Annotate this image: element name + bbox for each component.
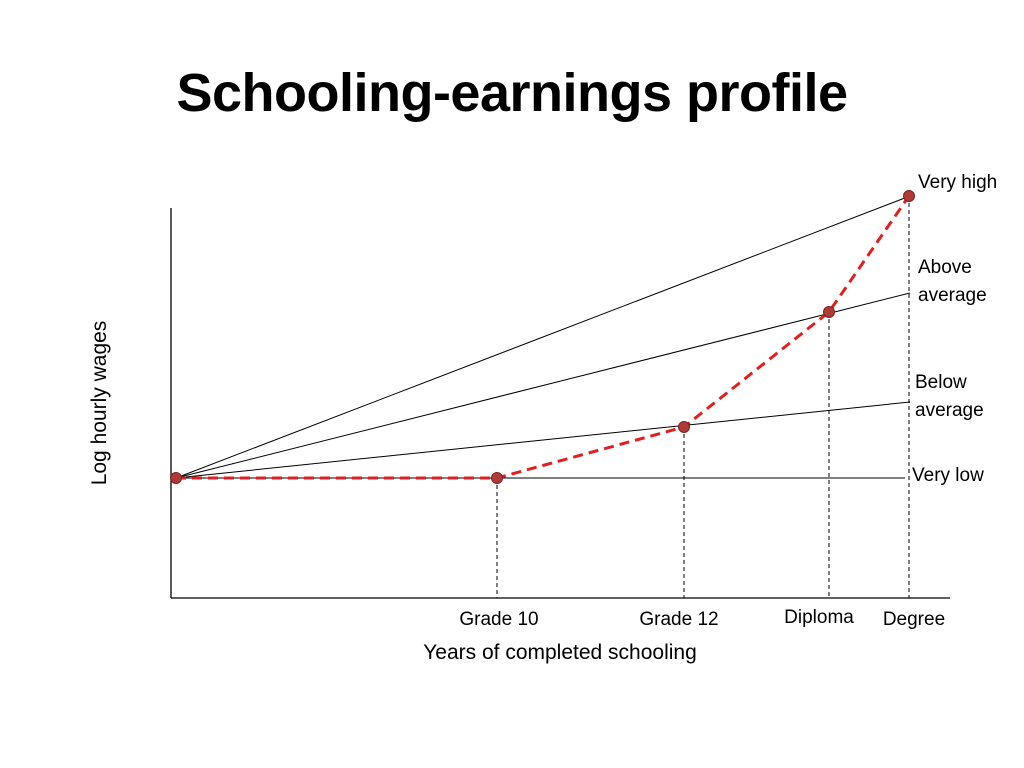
x-axis-title: Years of completed schooling (423, 641, 697, 664)
marker-grade-10 (491, 472, 503, 484)
marker-degree (903, 190, 915, 202)
marker-diploma (823, 306, 835, 318)
x-label-grade-10: Grade 10 (459, 609, 538, 630)
very-high-line (175, 195, 911, 479)
marker-grade-12 (678, 421, 690, 433)
y-axis-title: Log hourly wages (88, 321, 111, 486)
very-low-label: Very low (912, 465, 984, 486)
below-average-label-line-1: Below (915, 372, 967, 393)
below-average-line (175, 401, 911, 479)
below-average-label-line-2: average (915, 400, 984, 421)
above-average-label-line-1: Above (918, 257, 972, 278)
above-average-label-line-2: average (918, 285, 987, 306)
x-label-diploma: Diploma (784, 607, 854, 628)
above-average-line (175, 292, 911, 479)
marker-origin (170, 472, 182, 484)
x-label-grade-12: Grade 12 (639, 609, 718, 630)
page-title: Schooling-earnings profile (176, 63, 848, 123)
very-high-label: Very high (918, 172, 997, 193)
x-label-degree: Degree (883, 609, 945, 630)
